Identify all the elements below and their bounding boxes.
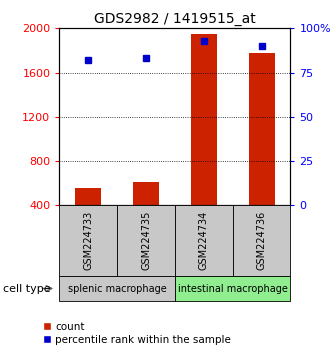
- Bar: [75, 188, 101, 205]
- Bar: [191, 34, 217, 205]
- Text: GSM224736: GSM224736: [256, 211, 267, 270]
- Text: intestinal macrophage: intestinal macrophage: [178, 284, 287, 293]
- Text: GSM224735: GSM224735: [141, 211, 151, 270]
- Text: splenic macrophage: splenic macrophage: [68, 284, 167, 293]
- Text: cell type: cell type: [3, 284, 51, 293]
- Text: GSM224734: GSM224734: [199, 211, 209, 270]
- Text: GSM224733: GSM224733: [83, 211, 93, 270]
- Bar: [248, 53, 275, 205]
- Title: GDS2982 / 1419515_at: GDS2982 / 1419515_at: [94, 12, 256, 26]
- Bar: [133, 182, 159, 205]
- Legend: count, percentile rank within the sample: count, percentile rank within the sample: [38, 317, 235, 349]
